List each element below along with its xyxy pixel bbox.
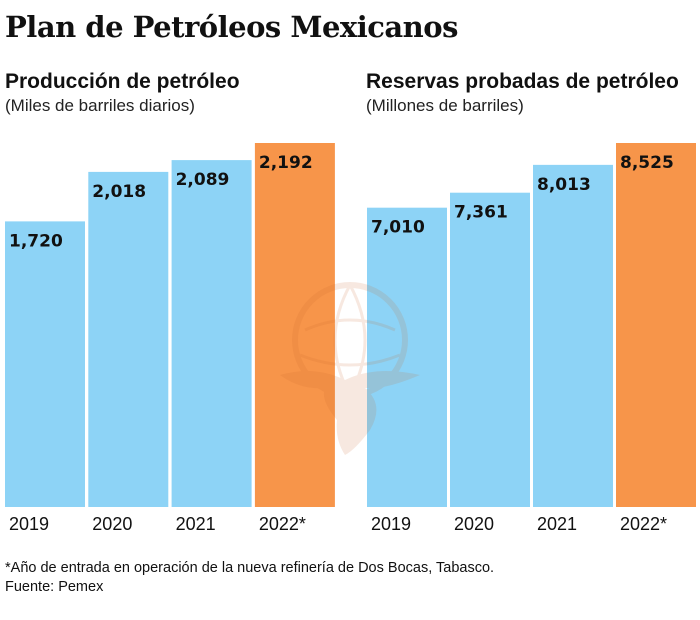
production-bar-2019 [5, 221, 85, 507]
production-x-tick-label: 2021 [176, 514, 216, 534]
reserves-value-label: 8,525 [620, 153, 674, 173]
production-value-label: 2,089 [176, 170, 230, 190]
reserves-x-tick-label: 2022* [620, 514, 667, 534]
production-bar-2021 [171, 160, 252, 508]
production-bar-2022 [254, 143, 335, 507]
reserves-x-tick-label: 2019 [371, 514, 411, 534]
production-x-tick-label: 2019 [9, 514, 49, 534]
reserves-chart-unit: (Millones de barriles) [366, 96, 524, 115]
reserves-value-label: 7,361 [454, 203, 508, 223]
reserves-value-label: 7,010 [371, 218, 425, 238]
production-x-tick-label: 2022* [259, 514, 306, 534]
reserves-x-tick-label: 2021 [537, 514, 577, 534]
production-value-label: 1,720 [9, 231, 63, 251]
reserves-value-label: 8,013 [537, 175, 591, 195]
reserves-chart-title: Reservas probadas de petróleo [366, 70, 679, 93]
production-chart-unit: (Miles de barriles diarios) [5, 96, 195, 115]
footnote: *Año de entrada en operación de la nueva… [5, 560, 495, 576]
production-value-label: 2,192 [259, 153, 313, 173]
reserves-bar-2022 [616, 143, 696, 507]
production-chart-title: Producción de petróleo [5, 70, 240, 93]
reserves-bar-2021 [533, 164, 613, 508]
production-bar-2020 [88, 171, 169, 507]
chart-title: Plan de Petróleos Mexicanos [5, 10, 458, 44]
production-x-tick-label: 2020 [92, 514, 132, 534]
reserves-x-tick-label: 2020 [454, 514, 494, 534]
production-value-label: 2,018 [92, 182, 146, 202]
reserves-bar-2019 [367, 207, 447, 508]
source-note: Fuente: Pemex [5, 579, 104, 595]
reserves-bar-2020 [450, 192, 530, 507]
